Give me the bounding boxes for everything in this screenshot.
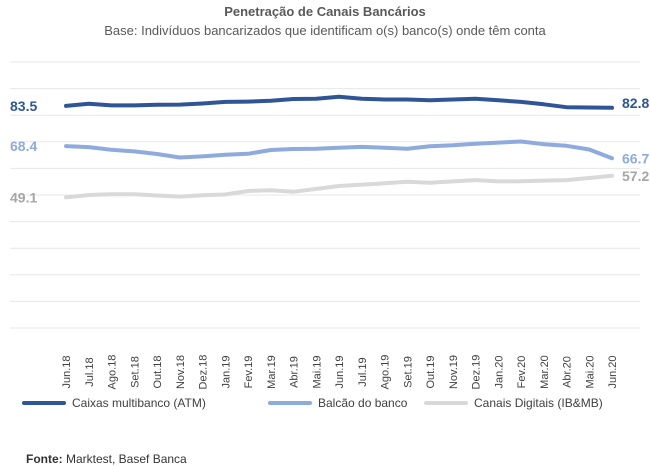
x-tick-label: Jul.18	[84, 357, 96, 386]
x-tick-label: Nov.18	[175, 355, 187, 389]
series-line-1	[66, 97, 612, 108]
end-value-label: 57.2	[622, 168, 649, 184]
x-tick-label: Jun.18	[61, 355, 73, 388]
x-tick-label: Mai.20	[584, 355, 596, 388]
x-tick-label: Jul.19	[357, 357, 369, 386]
start-value-label: 83.5	[10, 98, 37, 114]
legend-label-balcao: Balcão do banco	[318, 396, 407, 410]
start-value-label: 49.1	[10, 189, 37, 205]
x-tick-label: Dez.19	[471, 355, 483, 390]
line-chart: 83.5 82.8 68.4 66.7 49.1 57.2 Jun.18 Jul.18 Ago…	[0, 0, 650, 395]
x-tick-label: Mar.20	[539, 355, 551, 389]
x-tick-label: Abr.20	[562, 356, 574, 388]
end-value-label: 82.8	[622, 95, 649, 111]
x-tick-label: Nov.19	[448, 355, 460, 389]
x-tick-label: Ago.19	[380, 355, 392, 390]
legend-swatch-atm	[22, 401, 66, 405]
series-line-2	[66, 142, 612, 159]
x-tick-label: Mar.19	[266, 355, 278, 389]
x-tick-label: Jan.20	[493, 355, 505, 388]
legend-item-atm: Caixas multibanco (ATM)	[22, 396, 206, 410]
legend-item-balcao: Balcão do banco	[268, 396, 407, 410]
legend-swatch-balcao	[268, 401, 312, 405]
x-tick-label: Fev.19	[243, 356, 255, 389]
start-value-label: 68.4	[10, 138, 37, 154]
x-tick-label: Jun.19	[334, 355, 346, 388]
x-tick-label: Out.19	[425, 355, 437, 388]
legend-label-digital: Canais Digitais (IB&MB)	[474, 396, 603, 410]
x-tick-label: Ago.18	[107, 355, 119, 390]
series-lines	[66, 97, 612, 198]
x-tick-label: Jun.20	[607, 355, 619, 388]
legend-item-digital: Canais Digitais (IB&MB)	[424, 396, 603, 410]
x-tick-label: Jan.19	[220, 355, 232, 388]
x-tick-label: Fev.20	[516, 356, 528, 389]
legend-swatch-digital	[424, 401, 468, 405]
legend-label-atm: Caixas multibanco (ATM)	[72, 396, 206, 410]
legend: Caixas multibanco (ATM) Balcão do banco …	[22, 396, 642, 418]
x-tick-label: Dez.18	[198, 355, 210, 390]
end-value-label: 66.7	[622, 150, 649, 166]
x-tick-label: Abr.19	[289, 356, 301, 388]
x-tick-label: Mai.19	[311, 355, 323, 388]
x-tick-label: Out.18	[152, 355, 164, 388]
x-tick-label: Set.18	[129, 356, 141, 388]
x-axis: Jun.18 Jul.18 Ago.18 Set.18 Out.18 Nov.18 Dez.…	[61, 355, 619, 390]
series-line-3	[66, 176, 612, 198]
x-tick-label: Set.19	[402, 356, 414, 388]
